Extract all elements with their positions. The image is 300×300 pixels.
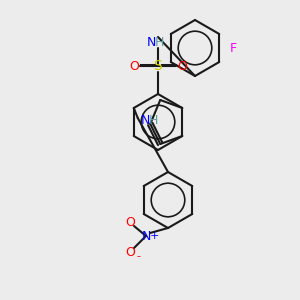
Text: N: N — [146, 35, 156, 49]
Text: H: H — [154, 35, 164, 49]
Text: O: O — [129, 59, 139, 73]
Text: S: S — [154, 59, 162, 73]
Text: O: O — [125, 215, 135, 229]
Text: F: F — [230, 41, 237, 55]
Text: -: - — [136, 251, 140, 261]
Text: +: + — [149, 231, 159, 241]
Text: N: N — [141, 230, 151, 242]
Text: H: H — [149, 113, 158, 127]
Text: O: O — [177, 59, 187, 73]
Text: N: N — [141, 113, 150, 127]
Text: O: O — [125, 245, 135, 259]
